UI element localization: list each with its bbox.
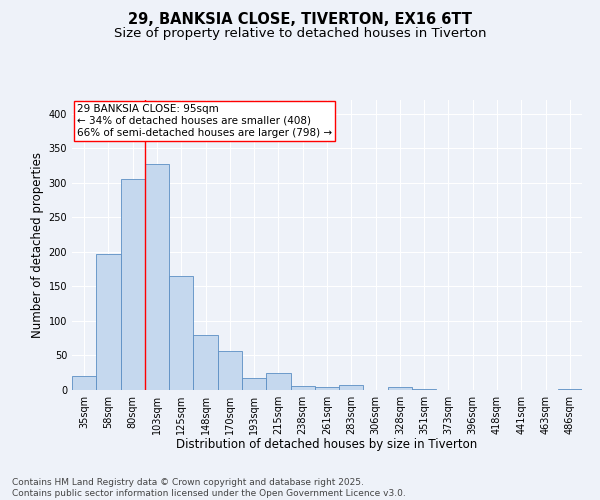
Bar xyxy=(218,350,242,390)
Bar xyxy=(121,180,145,390)
Bar xyxy=(266,372,290,390)
Bar xyxy=(388,386,412,390)
Bar xyxy=(339,385,364,390)
Bar xyxy=(72,376,96,390)
Bar xyxy=(290,386,315,390)
Text: 29 BANKSIA CLOSE: 95sqm
← 34% of detached houses are smaller (408)
66% of semi-d: 29 BANKSIA CLOSE: 95sqm ← 34% of detache… xyxy=(77,104,332,138)
Bar xyxy=(558,388,582,390)
Bar xyxy=(412,388,436,390)
Bar xyxy=(169,276,193,390)
Y-axis label: Number of detached properties: Number of detached properties xyxy=(31,152,44,338)
Bar xyxy=(242,378,266,390)
Text: 29, BANKSIA CLOSE, TIVERTON, EX16 6TT: 29, BANKSIA CLOSE, TIVERTON, EX16 6TT xyxy=(128,12,472,28)
Bar xyxy=(96,254,121,390)
Text: Contains HM Land Registry data © Crown copyright and database right 2025.
Contai: Contains HM Land Registry data © Crown c… xyxy=(12,478,406,498)
Bar xyxy=(193,335,218,390)
Text: Size of property relative to detached houses in Tiverton: Size of property relative to detached ho… xyxy=(114,28,486,40)
Bar xyxy=(315,386,339,390)
X-axis label: Distribution of detached houses by size in Tiverton: Distribution of detached houses by size … xyxy=(176,438,478,452)
Bar xyxy=(145,164,169,390)
